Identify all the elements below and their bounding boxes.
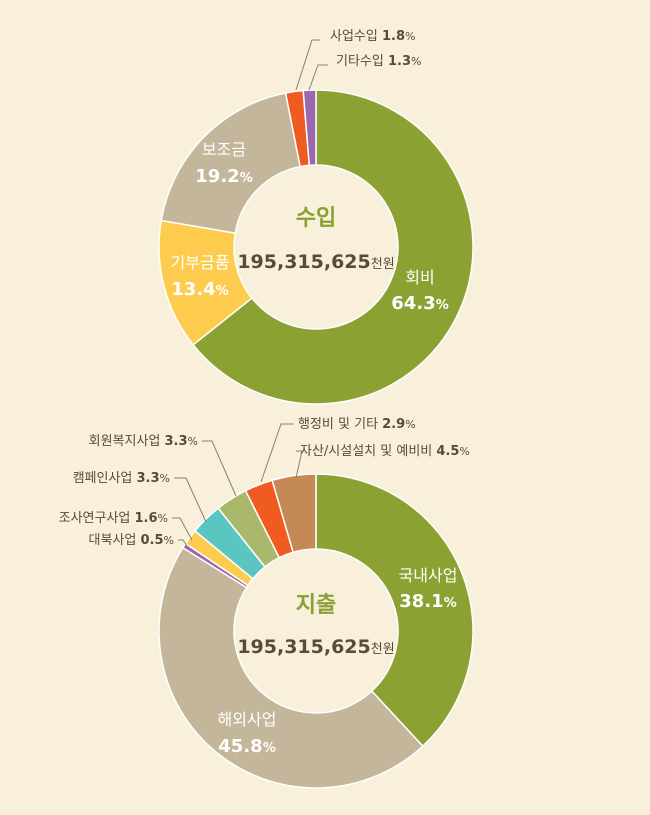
chart0-value-2: 19.2% [195,166,252,187]
chart1-label-4: 캠페인사업 3.3% [73,471,170,486]
chart1-value-0: 38.1% [399,591,456,612]
chart0-leader-3 [295,39,320,91]
chart1-leader-7 [295,450,303,479]
chart0-leader-4 [308,64,328,91]
chart1-label-6: 행정비 및 기타 2.9% [298,416,416,432]
chart0-label-0: 회비 [405,268,434,287]
chart0-label-2: 보조금 [202,140,246,159]
chart0-slice-4 [302,89,317,167]
chart1-slice-7 [271,473,317,554]
chart0-title: 수입 [296,206,336,231]
chart1-total: 195,315,625천원 [237,636,394,658]
chart1-leader-6 [260,423,294,483]
chart1-slice-1 [158,546,424,789]
chart1-leader-3 [172,517,193,541]
chart0-total: 195,315,625천원 [237,251,394,273]
chart0-label-3: 사업수입 1.8% [330,29,415,44]
chart1-leader-2 [178,539,188,547]
chart1-label-5: 회원복지사업 3.3% [89,434,198,449]
chart1-label-0: 국내사업 [399,566,458,585]
chart0-label-1: 기부금품 [171,253,230,272]
chart1-leader-5 [202,440,237,497]
chart1-title: 지출 [296,593,336,618]
chart1-value-1: 45.8% [218,736,275,757]
chart0-slice-0 [192,89,474,405]
chart1-slice-0 [315,473,474,748]
chart1-label-7: 자산/시설설치 및 예비비 4.5% [300,444,470,459]
chart0-value-1: 13.4% [171,279,228,300]
chart0-value-0: 64.3% [391,293,448,314]
chart1-label-3: 조사연구사업 1.6% [59,511,168,526]
chart0-label-4: 기타수입 1.3% [336,54,421,69]
chart0-slice-2 [160,92,302,235]
chart1-label-1: 해외사업 [218,710,277,729]
chart1-label-2: 대북사업 0.5% [89,533,174,548]
chart1-leader-4 [174,477,207,523]
